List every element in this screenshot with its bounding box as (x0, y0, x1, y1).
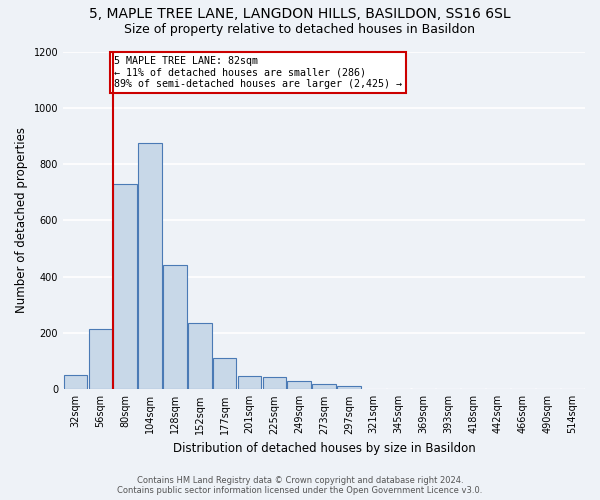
Text: 5, MAPLE TREE LANE, LANGDON HILLS, BASILDON, SS16 6SL: 5, MAPLE TREE LANE, LANGDON HILLS, BASIL… (89, 8, 511, 22)
Y-axis label: Number of detached properties: Number of detached properties (15, 128, 28, 314)
Bar (213, 358, 236, 390)
Bar (138, 143, 162, 390)
X-axis label: Distribution of detached houses by size in Basildon: Distribution of detached houses by size … (173, 442, 475, 455)
Bar (188, 323, 212, 390)
Bar (89, 329, 112, 390)
Bar (312, 384, 336, 390)
Bar (64, 375, 87, 390)
Bar (113, 184, 137, 390)
Bar (238, 376, 261, 390)
Text: Size of property relative to detached houses in Basildon: Size of property relative to detached ho… (125, 22, 476, 36)
Bar (337, 386, 361, 390)
Text: 5 MAPLE TREE LANE: 82sqm
← 11% of detached houses are smaller (286)
89% of semi-: 5 MAPLE TREE LANE: 82sqm ← 11% of detach… (114, 56, 402, 89)
Bar (263, 377, 286, 390)
Bar (287, 381, 311, 390)
Text: Contains HM Land Registry data © Crown copyright and database right 2024.
Contai: Contains HM Land Registry data © Crown c… (118, 476, 482, 495)
Bar (163, 266, 187, 390)
